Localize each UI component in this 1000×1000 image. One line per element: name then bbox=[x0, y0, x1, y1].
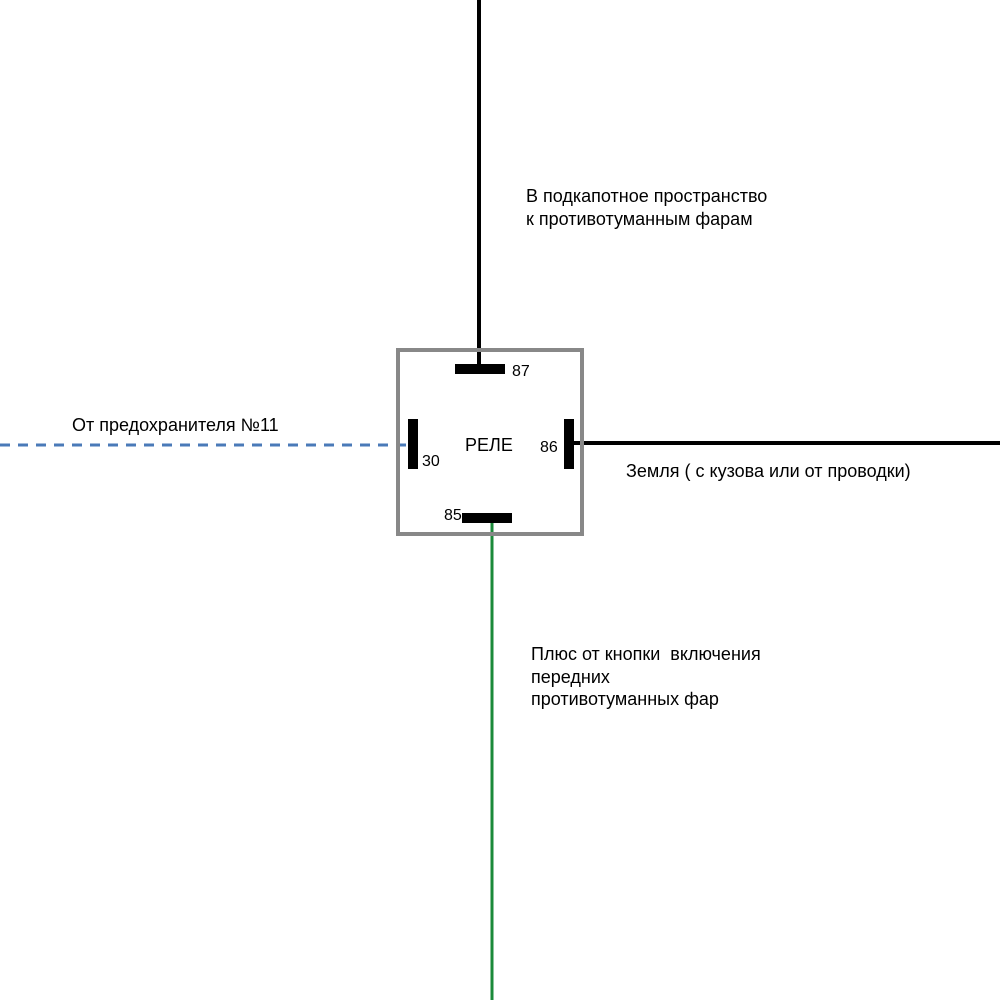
pin-30-label: 30 bbox=[422, 452, 440, 472]
relay-label: РЕЛЕ bbox=[465, 434, 513, 457]
label-left: От предохранителя №11 bbox=[72, 414, 279, 437]
pin-87-bar bbox=[455, 364, 505, 374]
pin-85-bar bbox=[462, 513, 512, 523]
pin-30-bar bbox=[408, 419, 418, 469]
label-right: Земля ( с кузова или от проводки) bbox=[626, 460, 911, 483]
label-bottom: Плюс от кнопки включения передних против… bbox=[531, 643, 761, 711]
diagram-canvas bbox=[0, 0, 1000, 1000]
pin-86-label: 86 bbox=[540, 438, 558, 458]
pin-85-label: 85 bbox=[444, 506, 462, 526]
pin-86-bar bbox=[564, 419, 574, 469]
label-top: В подкапотное пространство к противотума… bbox=[526, 185, 767, 230]
pin-87-label: 87 bbox=[512, 362, 530, 382]
